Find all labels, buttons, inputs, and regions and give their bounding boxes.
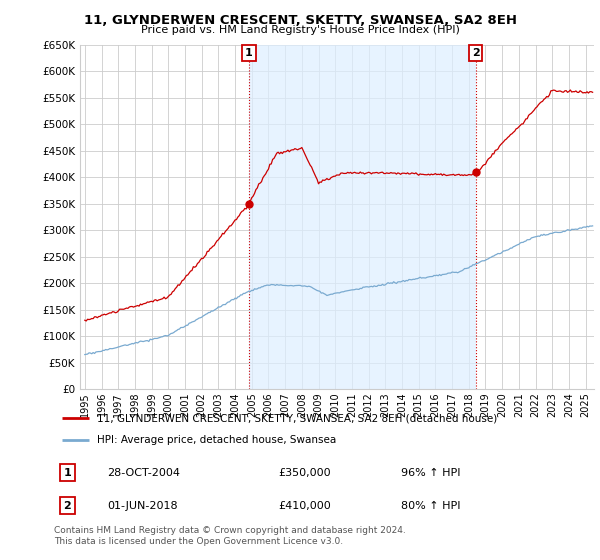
Text: 2: 2 bbox=[64, 501, 71, 511]
Text: 96% ↑ HPI: 96% ↑ HPI bbox=[401, 468, 461, 478]
Text: 2: 2 bbox=[472, 48, 479, 58]
Text: 1: 1 bbox=[245, 48, 253, 58]
Text: 11, GLYNDERWEN CRESCENT, SKETTY, SWANSEA, SA2 8EH (detached house): 11, GLYNDERWEN CRESCENT, SKETTY, SWANSEA… bbox=[97, 413, 497, 423]
Text: 01-JUN-2018: 01-JUN-2018 bbox=[107, 501, 178, 511]
Text: 1: 1 bbox=[64, 468, 71, 478]
Bar bbox=[249, 45, 476, 389]
Text: 80% ↑ HPI: 80% ↑ HPI bbox=[401, 501, 461, 511]
Text: Contains HM Land Registry data © Crown copyright and database right 2024.
This d: Contains HM Land Registry data © Crown c… bbox=[54, 526, 406, 546]
Text: Price paid vs. HM Land Registry's House Price Index (HPI): Price paid vs. HM Land Registry's House … bbox=[140, 25, 460, 35]
Text: £410,000: £410,000 bbox=[278, 501, 331, 511]
Text: 11, GLYNDERWEN CRESCENT, SKETTY, SWANSEA, SA2 8EH: 11, GLYNDERWEN CRESCENT, SKETTY, SWANSEA… bbox=[83, 14, 517, 27]
Text: HPI: Average price, detached house, Swansea: HPI: Average price, detached house, Swan… bbox=[97, 435, 336, 445]
Text: 28-OCT-2004: 28-OCT-2004 bbox=[107, 468, 181, 478]
Text: £350,000: £350,000 bbox=[278, 468, 331, 478]
